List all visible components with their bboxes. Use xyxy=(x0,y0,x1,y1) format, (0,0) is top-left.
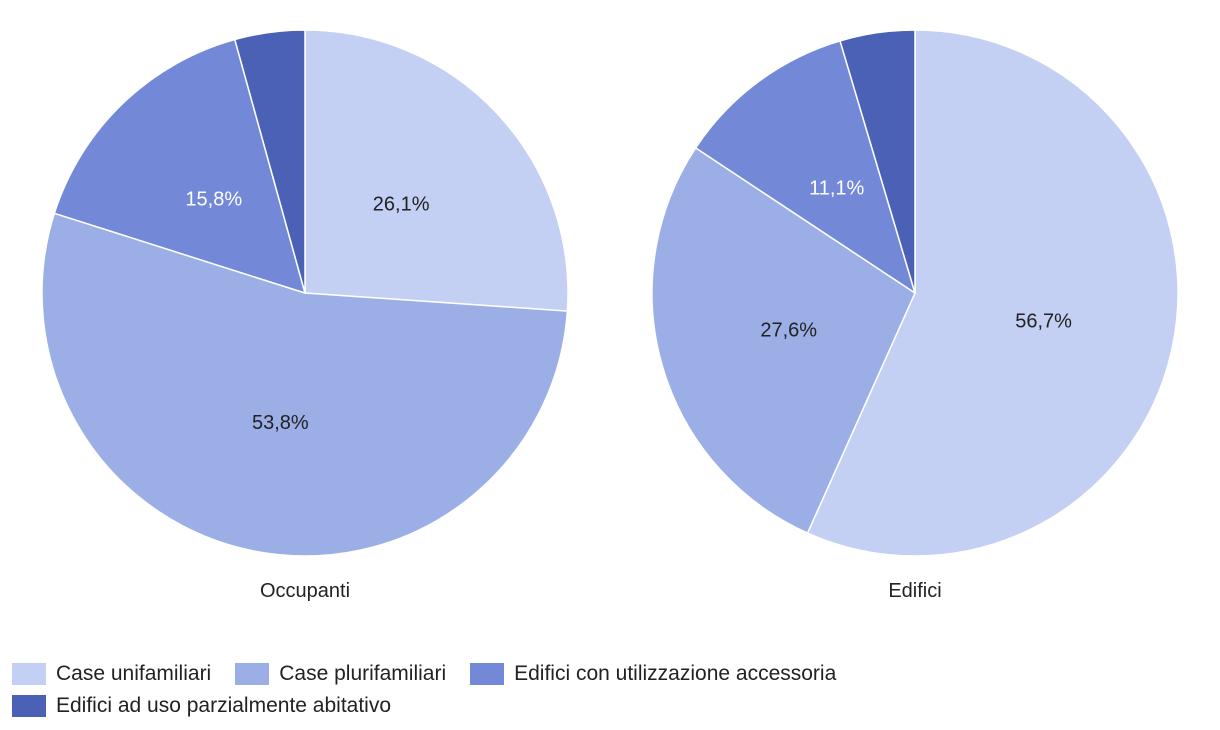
legend-swatch xyxy=(235,663,270,685)
data-label-case-unifamiliari: 56,7% xyxy=(1015,310,1072,332)
pie-slice-edifici-con-utilizzazione-accessoria xyxy=(694,39,917,295)
data-label-case-plurifamiliari: 53,8% xyxy=(252,412,309,434)
data-label-edifici-con-utilizzazione-accessoria: 11,1% xyxy=(809,177,864,199)
legend-label: Case unifamiliari xyxy=(56,662,212,685)
legend-item-case-unifamiliari: Case unifamiliari xyxy=(12,662,211,686)
pie-slice-case-plurifamiliari xyxy=(41,212,569,557)
legend-item-edifici-parzialmente-abitativo: Edifici ad uso parzialmente abitativo xyxy=(12,694,391,718)
legend-swatch xyxy=(12,663,46,685)
legend-label: Edifici con utilizzazione accessoria xyxy=(514,662,837,685)
pie-slice-case-plurifamiliari xyxy=(651,146,916,535)
data-label-case-unifamiliari: 26,1% xyxy=(373,193,430,215)
legend-row: Edifici ad uso parzialmente abitativo xyxy=(12,690,1012,722)
pie-slice-edifici-ad-uso-parzialmente-abitativo xyxy=(233,29,306,294)
pie-slice-case-unifamiliari xyxy=(806,29,1179,557)
pie-slice-case-unifamiliari xyxy=(304,29,569,312)
legend-item-case-plurifamiliari: Case plurifamiliari xyxy=(235,662,446,686)
legend-label: Case plurifamiliari xyxy=(279,662,447,685)
legend-item-edifici-accessoria: Edifici con utilizzazione accessoria xyxy=(470,662,836,686)
caption-occupanti: Occupanti xyxy=(260,580,350,602)
data-label-edifici-con-utilizzazione-accessoria: 15,8% xyxy=(185,188,242,210)
legend-label: Edifici ad uso parzialmente abitativo xyxy=(56,694,392,717)
pie-edifici: 56,7% 27,6% 11,1% xyxy=(651,29,1179,557)
legend: Case unifamiliari Case plurifamiliari Ed… xyxy=(12,658,1012,722)
data-label-case-plurifamiliari: 27,6% xyxy=(760,320,817,342)
pie-occupanti: 26,1% 53,8% 15,8% xyxy=(41,29,569,557)
pie-slice-edifici-ad-uso-parzialmente-abitativo xyxy=(839,29,916,294)
caption-edifici: Edifici xyxy=(888,580,941,602)
pie-slice-edifici-con-utilizzazione-accessoria xyxy=(53,38,307,295)
pie-charts: 26,1% 53,8% 15,8% 56,7% 27,6% 11,1% Occupant… xyxy=(41,29,1179,602)
legend-swatch xyxy=(470,663,505,685)
legend-swatch xyxy=(12,695,46,717)
legend-row: Case unifamiliari Case plurifamiliari Ed… xyxy=(12,658,1012,690)
